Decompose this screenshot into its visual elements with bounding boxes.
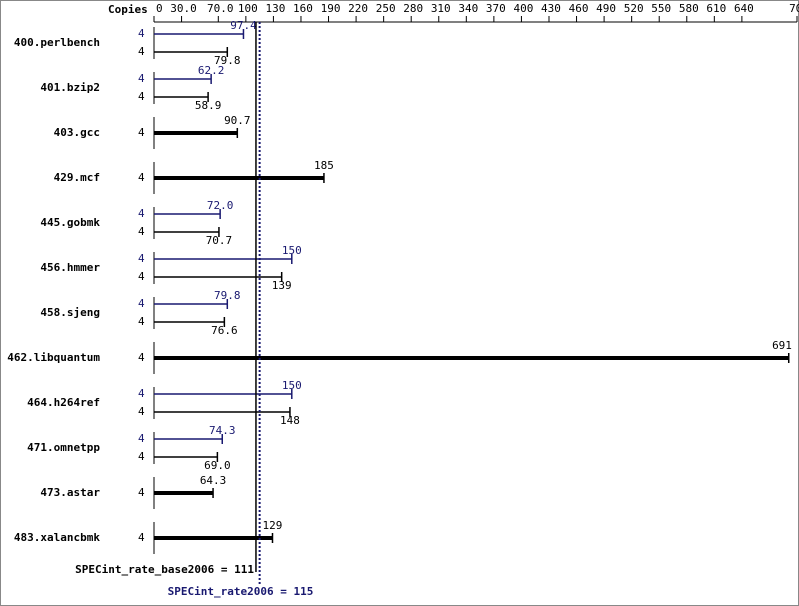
category-label: 401.bzip2: [40, 81, 100, 94]
copies-label: 4: [138, 270, 145, 283]
value-label: 69.0: [204, 459, 231, 472]
x-tick-label: 250: [376, 2, 396, 15]
value-label: 70.7: [206, 234, 233, 247]
x-tick-label: 0: [156, 2, 163, 15]
copies-label: 4: [138, 405, 145, 418]
value-label: 74.3: [209, 424, 236, 437]
x-tick-label: 520: [624, 2, 644, 15]
x-tick-label: 700: [789, 2, 799, 15]
value-label: 76.6: [211, 324, 238, 337]
category-label: 456.hmmer: [40, 261, 100, 274]
value-label: 64.3: [200, 474, 227, 487]
x-tick-label: 310: [431, 2, 451, 15]
x-tick-label: 30.0: [170, 2, 197, 15]
category-label: 471.omnetpp: [27, 441, 100, 454]
value-label: 97.4: [230, 19, 257, 32]
category-label: 473.astar: [40, 486, 100, 499]
x-tick-label: 370: [486, 2, 506, 15]
reference-label: SPECint_rate_base2006 = 111: [75, 563, 254, 576]
x-tick-label: 580: [679, 2, 699, 15]
x-tick-label: 490: [596, 2, 616, 15]
value-label: 139: [272, 279, 292, 292]
value-label: 150: [282, 244, 302, 257]
value-label: 148: [280, 414, 300, 427]
value-label: 90.7: [224, 114, 251, 127]
x-tick-label: 460: [569, 2, 589, 15]
x-tick-label: 100: [238, 2, 258, 15]
copies-label: 4: [138, 90, 145, 103]
category-label: 403.gcc: [54, 126, 100, 139]
x-tick-label: 160: [293, 2, 313, 15]
value-label: 185: [314, 159, 334, 172]
x-axis-label: Copies: [108, 3, 148, 16]
copies-label: 4: [138, 297, 145, 310]
value-label: 79.8: [214, 289, 241, 302]
reference-label: SPECint_rate2006 = 115: [168, 585, 314, 598]
copies-label: 4: [138, 486, 145, 499]
value-label: 79.8: [214, 54, 241, 67]
copies-label: 4: [138, 225, 145, 238]
value-label: 129: [263, 519, 283, 532]
x-tick-label: 190: [321, 2, 341, 15]
value-label: 691: [772, 339, 792, 352]
x-tick-label: 640: [734, 2, 754, 15]
x-tick-label: 70.0: [207, 2, 234, 15]
x-tick-label: 340: [458, 2, 478, 15]
category-label: 458.sjeng: [40, 306, 100, 319]
value-label: 150: [282, 379, 302, 392]
category-label: 464.h264ref: [27, 396, 100, 409]
category-label: 429.mcf: [54, 171, 100, 184]
copies-label: 4: [138, 432, 145, 445]
category-label: 445.gobmk: [40, 216, 100, 229]
copies-label: 4: [138, 387, 145, 400]
x-tick-label: 280: [403, 2, 423, 15]
copies-label: 4: [138, 531, 145, 544]
x-tick-label: 430: [541, 2, 561, 15]
x-tick-label: 550: [651, 2, 671, 15]
copies-label: 4: [138, 351, 145, 364]
x-tick-label: 130: [265, 2, 285, 15]
value-label: 58.9: [195, 99, 222, 112]
copies-label: 4: [138, 315, 145, 328]
category-label: 483.xalancbmk: [14, 531, 100, 544]
x-tick-label: 610: [706, 2, 726, 15]
copies-label: 4: [138, 207, 145, 220]
category-label: 400.perlbench: [14, 36, 100, 49]
x-tick-label: 400: [513, 2, 533, 15]
value-label: 62.2: [198, 64, 225, 77]
copies-label: 4: [138, 171, 145, 184]
copies-label: 4: [138, 126, 145, 139]
copies-label: 4: [138, 450, 145, 463]
copies-label: 4: [138, 45, 145, 58]
x-tick-label: 220: [348, 2, 368, 15]
copies-label: 4: [138, 72, 145, 85]
value-label: 72.0: [207, 199, 234, 212]
copies-label: 4: [138, 252, 145, 265]
copies-label: 4: [138, 27, 145, 40]
category-label: 462.libquantum: [7, 351, 100, 364]
